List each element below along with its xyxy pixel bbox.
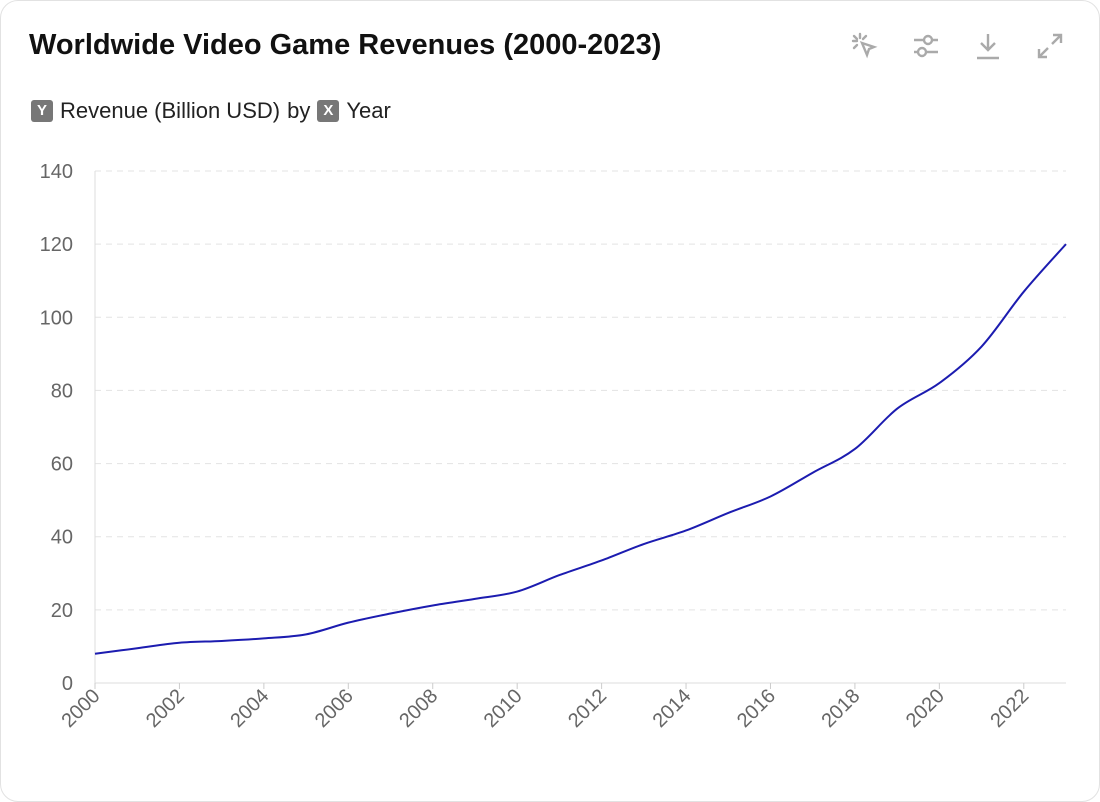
x-tick-label: 2006	[311, 685, 358, 732]
y-tick-label: 80	[51, 380, 73, 402]
x-label: Year	[346, 98, 391, 123]
chart-title: Worldwide Video Game Revenues (2000-2023…	[29, 29, 662, 61]
x-tick-label: 2022	[986, 685, 1033, 732]
y-label: Revenue (Billion USD)	[60, 98, 281, 123]
by-label: by	[287, 98, 311, 123]
y-tick-label: 100	[40, 307, 73, 329]
select-icon[interactable]	[849, 31, 879, 61]
download-icon[interactable]	[973, 31, 1003, 61]
settings-sliders-icon[interactable]	[911, 31, 941, 61]
x-tick-label: 2016	[733, 685, 780, 732]
x-tick-label: 2018	[817, 685, 864, 732]
x-tick-label: 2012	[564, 685, 611, 732]
y-tick-label: 60	[51, 454, 73, 476]
x-tick-label: 2004	[226, 685, 273, 732]
chart-subtitle: Y Revenue (Billion USD) by X Year	[31, 98, 391, 124]
y-tick-label: 140	[40, 161, 73, 183]
y-tick-label: 120	[40, 234, 73, 256]
revenue-line	[94, 243, 1067, 655]
x-tick-label: 2020	[902, 685, 949, 732]
y-tick-label: 20	[51, 600, 73, 622]
y-tick-label: 0	[62, 673, 73, 695]
y-badge: Y	[31, 100, 53, 122]
y-tick-label: 40	[51, 527, 73, 549]
x-tick-label: 2010	[480, 685, 527, 732]
x-badge: X	[317, 100, 340, 122]
x-tick-label: 2002	[142, 685, 189, 732]
expand-icon[interactable]	[1035, 31, 1065, 61]
x-tick-label: 2008	[395, 685, 442, 732]
x-tick-label: 2014	[649, 685, 696, 732]
toolbar	[849, 31, 1065, 61]
